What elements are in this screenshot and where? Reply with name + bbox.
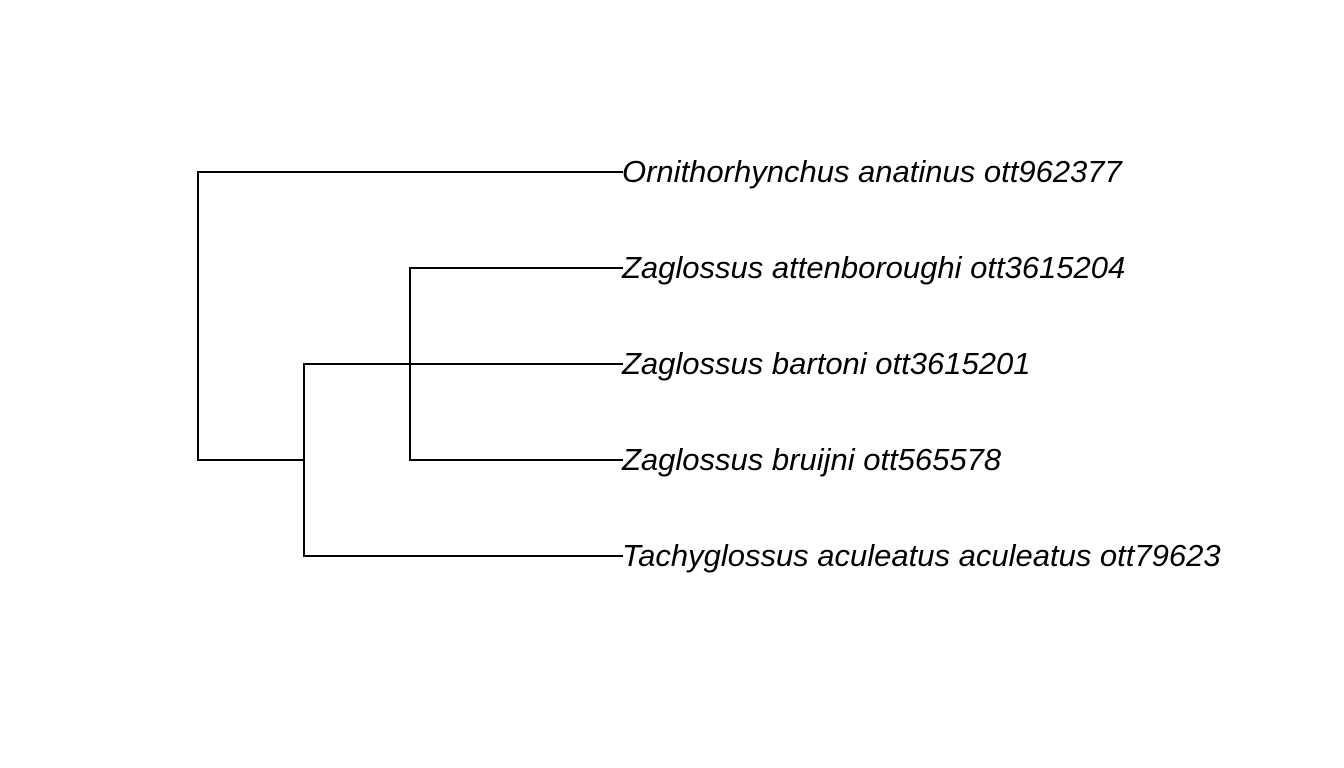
tip-label-zaglossus-bruijni: Zaglossus bruijni ott565578: [621, 442, 1002, 477]
tip-label-zaglossus-bartoni: Zaglossus bartoni ott3615201: [621, 346, 1030, 381]
tip-label-ornithorhynchus: Ornithorhynchus anatinus ott962377: [622, 154, 1124, 189]
tip-label-zaglossus-attenboroughi: Zaglossus attenboroughi ott3615204: [621, 250, 1125, 285]
tip-label-tachyglossus: Tachyglossus aculeatus aculeatus ott7962…: [622, 538, 1221, 573]
